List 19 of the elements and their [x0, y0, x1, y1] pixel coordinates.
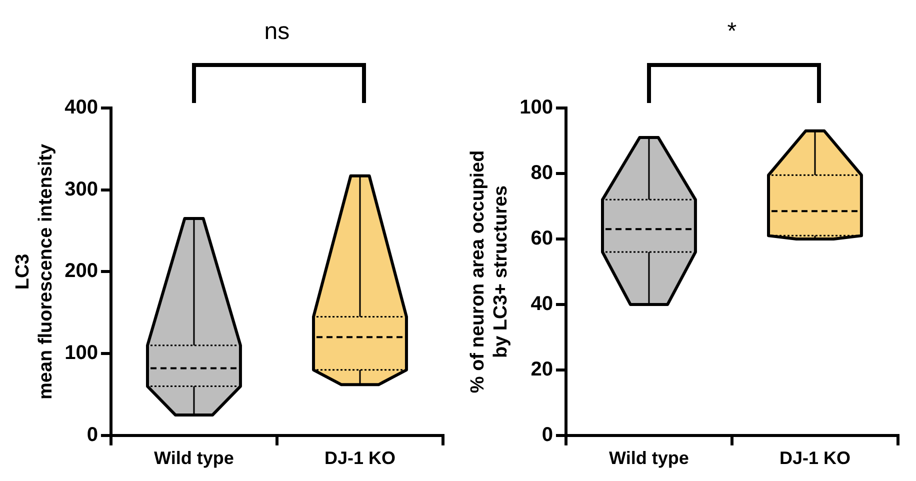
y-axis-title: LC3 mean fluorescence intensity [12, 144, 56, 400]
y-tick-label: 0 [542, 424, 553, 446]
y-tick-label: 40 [530, 292, 553, 315]
y-tick-label: 20 [530, 358, 553, 380]
y-tick-label: 400 [64, 96, 98, 119]
y-tick-label: 100 [520, 96, 553, 119]
y-tick-label: 200 [64, 260, 98, 282]
text: ns [264, 18, 290, 45]
y-tick-label: 300 [64, 178, 98, 200]
y-axis-title: % of neuron area occupied by LC3+ structures [468, 150, 512, 394]
x-tick-label: Wild type [154, 448, 234, 468]
x-tick-label: DJ-1 KO [779, 448, 850, 468]
y-tick-label: 60 [530, 227, 553, 250]
x-tick-label: Wild type [609, 448, 689, 468]
y-tick-label: 0 [86, 424, 98, 446]
y-tick-label: 80 [530, 162, 553, 184]
x-tick-label: DJ-1 KO [324, 448, 396, 468]
text: * [727, 18, 737, 45]
y-tick-label: 100 [64, 342, 98, 364]
